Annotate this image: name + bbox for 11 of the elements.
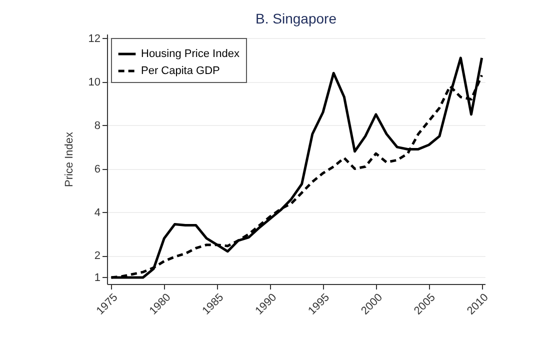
- y-axis-title: Price Index: [63, 131, 76, 188]
- legend-label: Housing Price Index: [141, 48, 240, 60]
- y-tick-label: 10: [88, 76, 100, 88]
- y-tick-label: 12: [88, 32, 100, 45]
- y-tick-label: 2: [94, 250, 100, 262]
- y-tick-label: 6: [94, 163, 100, 176]
- chart-title: B. Singapore: [256, 10, 337, 26]
- y-tick-label: 1: [94, 272, 100, 284]
- y-tick-label: 8: [94, 120, 100, 132]
- y-tick-label: 4: [94, 206, 100, 219]
- legend-label: Per Capita GDP: [141, 65, 220, 77]
